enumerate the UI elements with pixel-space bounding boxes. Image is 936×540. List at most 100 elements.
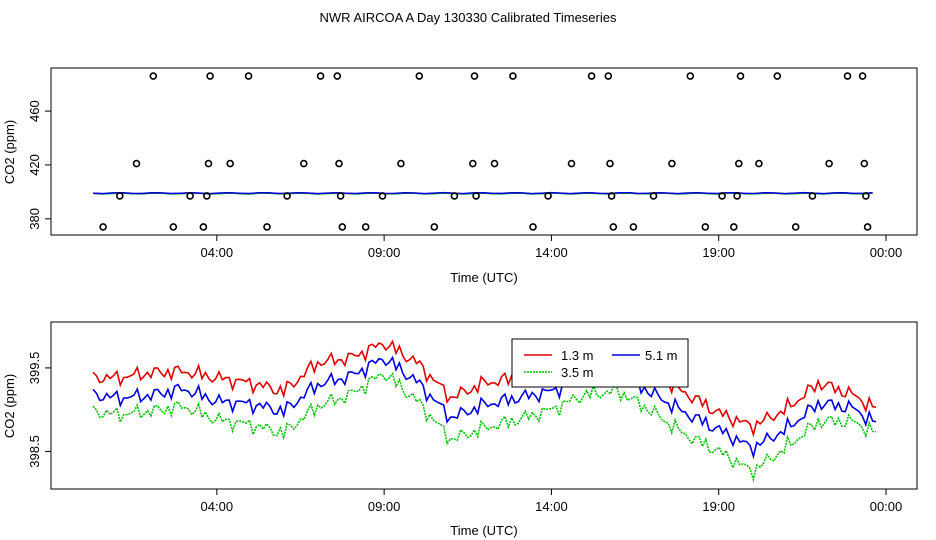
data-point	[199, 223, 208, 231]
top-x-axis: 04:00 09:00 14:00 19:00 00:00	[201, 235, 903, 260]
figure-title: NWR AIRCOA A Day 130330 Calibrated Times…	[320, 10, 617, 25]
x-tick-label-00-00: 00:00	[870, 245, 903, 260]
data-point	[629, 223, 638, 231]
data-point	[132, 159, 141, 168]
top-y-axis-label: CO2 (ppm)	[2, 120, 17, 184]
data-point	[668, 159, 676, 168]
x-tick-label-19-00: 19:00	[702, 245, 735, 260]
data-point	[606, 159, 614, 168]
data-point	[649, 192, 658, 200]
data-point	[604, 72, 613, 80]
y-tick-label-399-5: 399.5	[27, 352, 42, 385]
x-tick-label-00-00: 00:00	[870, 499, 903, 514]
series-line-5-1-m	[92, 355, 877, 460]
data-point	[686, 72, 695, 80]
data-point	[206, 72, 214, 80]
data-point	[468, 159, 477, 168]
x-tick-label-19-00: 19:00	[702, 499, 735, 514]
data-point	[755, 159, 763, 168]
data-point	[263, 223, 271, 231]
bottom-y-axis: 398.5 399.5	[27, 352, 51, 468]
bottom-panel: 398.5 399.5 04:00 09:00 14:00 19:00 00:00 Tim…	[2, 321, 918, 538]
top-y-axis: 380 420 460	[27, 100, 51, 230]
data-point	[378, 192, 387, 200]
y-tick-label-398-5: 398.5	[27, 435, 42, 468]
data-point	[430, 223, 439, 231]
bottom-plot-frame	[50, 321, 918, 490]
data-point	[338, 223, 347, 231]
data-point	[791, 223, 800, 231]
top-scatter-points	[99, 72, 872, 231]
data-point	[472, 192, 480, 200]
data-point	[825, 159, 833, 168]
data-point	[609, 223, 618, 231]
data-point	[567, 159, 576, 168]
data-point	[607, 192, 616, 200]
data-point	[299, 159, 308, 168]
data-point	[169, 223, 178, 231]
legend-label-5.1m: 5.1 m	[645, 348, 678, 363]
series-line-1-3-m	[92, 339, 877, 438]
data-point	[509, 72, 517, 80]
data-point	[529, 223, 537, 231]
data-point	[733, 192, 741, 200]
data-point	[149, 72, 158, 80]
data-point	[116, 192, 124, 200]
data-point	[843, 72, 852, 80]
x-tick-label-04-00: 04:00	[201, 245, 234, 260]
data-point	[860, 159, 869, 168]
data-point	[544, 192, 552, 200]
legend-box	[511, 338, 689, 388]
series-line-5-1-m	[92, 191, 873, 195]
data-point	[808, 192, 817, 200]
data-point	[718, 192, 726, 200]
bottom-series-lines	[92, 339, 877, 483]
data-point	[333, 72, 342, 80]
data-point	[734, 159, 743, 168]
x-tick-label-14-00: 14:00	[535, 499, 568, 514]
top-series-lines	[92, 191, 873, 195]
bottom-y-axis-label: CO2 (ppm)	[2, 374, 17, 438]
data-point	[858, 72, 867, 80]
y-tick-label-420: 420	[27, 154, 42, 176]
bottom-x-axis: 04:00 09:00 14:00 19:00 00:00	[201, 489, 903, 514]
data-point	[415, 72, 424, 80]
data-point	[450, 192, 459, 200]
legend-label-1.3m: 1.3 m	[561, 348, 594, 363]
data-point	[729, 223, 738, 231]
data-point	[736, 72, 745, 80]
data-point	[587, 72, 596, 80]
data-point	[335, 159, 343, 168]
bottom-x-axis-label: Time (UTC)	[450, 523, 517, 538]
data-point	[361, 223, 370, 231]
data-point	[186, 192, 194, 200]
legend-label-3.5m: 3.5 m	[561, 365, 594, 380]
x-tick-label-09-00: 09:00	[368, 499, 401, 514]
data-point	[490, 159, 499, 168]
data-point	[203, 192, 211, 200]
data-point	[397, 159, 405, 168]
data-point	[99, 223, 107, 231]
top-panel: 380 420 460 04:00 09:00 14:00 19:00 00:00 Time…	[2, 67, 918, 285]
data-point	[470, 72, 479, 80]
series-line-3-5-m	[92, 371, 877, 483]
x-tick-label-09-00: 09:00	[368, 245, 401, 260]
legend: 1.3 m 5.1 m 3.5 m	[511, 338, 689, 388]
data-point	[863, 223, 872, 231]
data-point	[244, 72, 253, 80]
top-x-axis-label: Time (UTC)	[450, 270, 517, 285]
data-point	[701, 223, 710, 231]
y-tick-label-380: 380	[27, 208, 42, 230]
data-point	[283, 192, 291, 200]
y-tick-label-460: 460	[27, 100, 42, 122]
data-point	[204, 159, 213, 168]
data-point	[862, 192, 870, 200]
data-point	[773, 72, 782, 80]
top-plot-frame	[50, 67, 918, 236]
data-point	[226, 159, 234, 168]
data-point	[336, 192, 345, 200]
x-tick-label-14-00: 14:00	[535, 245, 568, 260]
x-tick-label-04-00: 04:00	[201, 499, 234, 514]
data-point	[316, 72, 325, 80]
